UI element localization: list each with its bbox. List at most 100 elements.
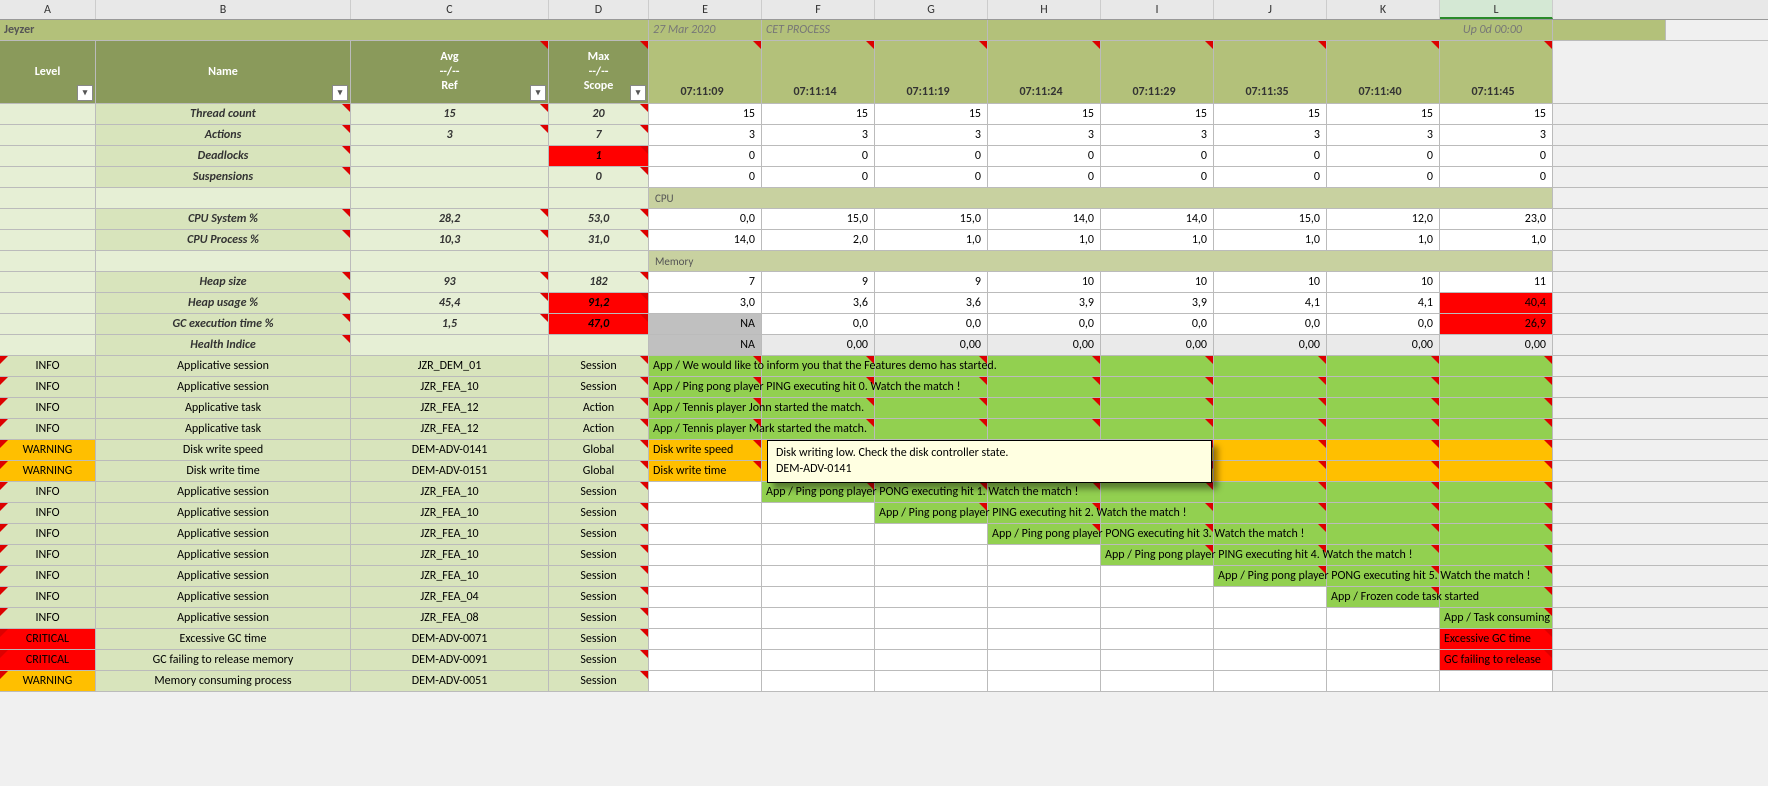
metric-val[interactable]: 4,1: [1327, 293, 1440, 313]
metric-val[interactable]: 0: [1440, 146, 1553, 166]
event-bar[interactable]: GC failing to release: [1440, 650, 1553, 670]
cell[interactable]: [875, 629, 988, 649]
event-bar[interactable]: [1214, 377, 1327, 397]
cell[interactable]: [649, 545, 762, 565]
col-header-F[interactable]: F: [762, 0, 875, 19]
metric-val[interactable]: 4,1: [1214, 293, 1327, 313]
event-ref[interactable]: JZR_FEA_12: [351, 398, 549, 418]
metric-val[interactable]: 0,0: [1327, 314, 1440, 334]
event-bar[interactable]: [1327, 482, 1440, 502]
metric-max[interactable]: 91,2: [549, 293, 649, 313]
event-scope[interactable]: Session: [549, 650, 649, 670]
metric-name[interactable]: GC execution time %: [96, 314, 351, 334]
metric-val[interactable]: 10: [1327, 272, 1440, 292]
event-ref[interactable]: JZR_FEA_10: [351, 482, 549, 502]
cell[interactable]: [1327, 608, 1440, 628]
filter-icon[interactable]: [332, 85, 348, 101]
metric-max[interactable]: 1: [549, 146, 649, 166]
metric-val[interactable]: 26,9: [1440, 314, 1553, 334]
event-bar[interactable]: App / Tennis player John started the mat…: [649, 398, 762, 418]
metric-val[interactable]: 0,0: [762, 314, 875, 334]
event-bar[interactable]: [988, 377, 1101, 397]
event-scope[interactable]: Global: [549, 461, 649, 481]
level-badge[interactable]: INFO: [0, 419, 96, 439]
cell[interactable]: [649, 608, 762, 628]
metric-val[interactable]: 0,0: [875, 314, 988, 334]
metric-val[interactable]: 3,9: [1101, 293, 1214, 313]
cell[interactable]: [1101, 650, 1214, 670]
level-badge[interactable]: WARNING: [0, 671, 96, 691]
metric-val[interactable]: 3: [762, 125, 875, 145]
metric-val[interactable]: 0: [762, 146, 875, 166]
cell[interactable]: [1214, 671, 1327, 691]
level-badge[interactable]: INFO: [0, 398, 96, 418]
metric-val[interactable]: 2,0: [762, 230, 875, 250]
cell[interactable]: [1101, 587, 1214, 607]
cell[interactable]: [762, 671, 875, 691]
metric-val[interactable]: 14,0: [649, 230, 762, 250]
cell[interactable]: [649, 629, 762, 649]
col-header-I[interactable]: I: [1101, 0, 1214, 19]
metric-max[interactable]: 0: [549, 167, 649, 187]
event-bar[interactable]: App / Task consuming: [1440, 608, 1553, 628]
cell[interactable]: [1214, 650, 1327, 670]
event-bar[interactable]: [1101, 356, 1214, 376]
event-scope[interactable]: Session: [549, 377, 649, 397]
section-label[interactable]: Memory: [649, 251, 1553, 271]
cell[interactable]: [988, 608, 1101, 628]
filter-icon[interactable]: [630, 85, 646, 101]
metric-val[interactable]: 3,6: [875, 293, 988, 313]
col-header-K[interactable]: K: [1327, 0, 1440, 19]
time-header[interactable]: 07:11:29: [1101, 41, 1214, 103]
cell[interactable]: [351, 188, 549, 208]
event-ref[interactable]: JZR_FEA_10: [351, 545, 549, 565]
metric-name[interactable]: Health Indice: [96, 335, 351, 355]
event-bar[interactable]: [1214, 356, 1327, 376]
cell[interactable]: [762, 650, 875, 670]
event-ref[interactable]: JZR_FEA_04: [351, 587, 549, 607]
event-scope[interactable]: Session: [549, 356, 649, 376]
cell[interactable]: [649, 671, 762, 691]
cell[interactable]: [1214, 587, 1327, 607]
metric-val[interactable]: 0: [1214, 146, 1327, 166]
metric-val[interactable]: 0,00: [762, 335, 875, 355]
metric-val[interactable]: 3,6: [762, 293, 875, 313]
level-badge[interactable]: INFO: [0, 524, 96, 544]
cell[interactable]: [0, 188, 96, 208]
event-bar[interactable]: [1327, 461, 1440, 481]
metric-val[interactable]: 14,0: [988, 209, 1101, 229]
event-ref[interactable]: JZR_FEA_10: [351, 503, 549, 523]
event-bar[interactable]: [1440, 461, 1553, 481]
time-header[interactable]: 07:11:14: [762, 41, 875, 103]
event-bar[interactable]: Excessive GC time: [1440, 629, 1553, 649]
event-bar[interactable]: [1440, 503, 1553, 523]
metric-val[interactable]: 1,0: [1440, 230, 1553, 250]
level-badge[interactable]: INFO: [0, 566, 96, 586]
cell[interactable]: [875, 671, 988, 691]
cell[interactable]: [875, 566, 988, 586]
cell[interactable]: [875, 524, 988, 544]
metric-max[interactable]: 20: [549, 104, 649, 124]
level-badge[interactable]: INFO: [0, 356, 96, 376]
metric-avg[interactable]: 3: [351, 125, 549, 145]
time-header[interactable]: 07:11:45: [1440, 41, 1553, 103]
cell[interactable]: [762, 566, 875, 586]
event-scope[interactable]: Session: [549, 629, 649, 649]
metric-val[interactable]: 0: [1214, 167, 1327, 187]
metric-val[interactable]: 0: [1327, 167, 1440, 187]
metric-val[interactable]: 15: [1327, 104, 1440, 124]
metric-val[interactable]: 23,0: [1440, 209, 1553, 229]
metric-val[interactable]: 0,0: [1214, 314, 1327, 334]
metric-avg[interactable]: 28,2: [351, 209, 549, 229]
metric-max[interactable]: 7: [549, 125, 649, 145]
cell[interactable]: [0, 272, 96, 292]
event-bar[interactable]: [1440, 377, 1553, 397]
level-badge[interactable]: INFO: [0, 503, 96, 523]
level-badge[interactable]: INFO: [0, 377, 96, 397]
cell[interactable]: [0, 293, 96, 313]
event-bar[interactable]: [1440, 356, 1553, 376]
time-header[interactable]: 07:11:19: [875, 41, 988, 103]
cell[interactable]: [1101, 671, 1214, 691]
event-bar[interactable]: [1440, 482, 1553, 502]
metric-avg[interactable]: [351, 167, 549, 187]
